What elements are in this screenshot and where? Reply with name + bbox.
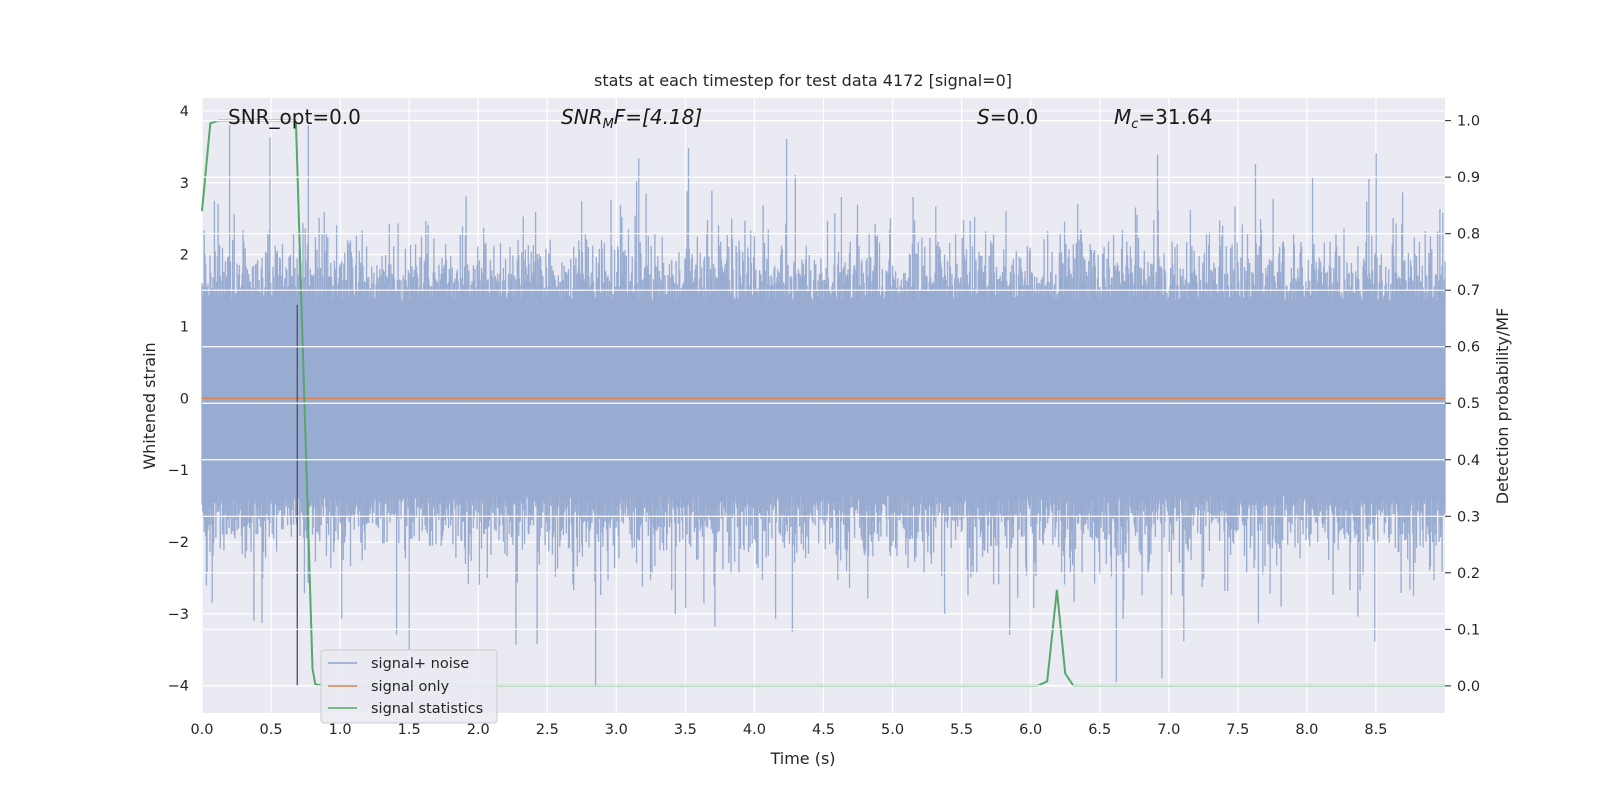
x-tick-label: 7.5	[1226, 722, 1249, 738]
legend-label-signal-statistics: signal statistics	[371, 701, 483, 717]
y-right-tick-label: 0.6	[1457, 340, 1480, 356]
y-left-tick-label: 0	[180, 391, 189, 407]
y-left-tick-label: −4	[168, 679, 189, 695]
chart-title: stats at each timestep for test data 417…	[594, 71, 1012, 90]
x-tick-label: 0.5	[260, 722, 283, 738]
legend-label-signal-only: signal only	[371, 679, 450, 695]
y-left-tick-label: 4	[180, 104, 189, 120]
y-left-tick-label: −2	[168, 535, 189, 551]
x-tick-label: 4.5	[812, 722, 835, 738]
y-left-tick-label: 2	[180, 248, 189, 264]
plot-area	[201, 98, 1446, 713]
y-axis-right-ticks: 1.0 0.9 0.8 0.7 0.6 0.5 0.4 0.3 0.2 0.1 0.0	[1445, 114, 1480, 695]
y-left-tick-label: −1	[168, 463, 189, 479]
y-right-tick-label: 0.0	[1457, 679, 1480, 695]
y-axis-left-ticks: 4 3 2 1 0 −1 −2 −3 −4	[168, 104, 189, 695]
grid-horizontal-right	[202, 120, 1445, 687]
annotation-mc-main: M	[1114, 105, 1131, 129]
x-tick-label: 2.5	[536, 722, 559, 738]
y-right-tick-label: 0.2	[1457, 566, 1480, 582]
annotation-mc-sub: c	[1131, 117, 1138, 132]
x-tick-label: 0.0	[190, 722, 213, 738]
annotation-snr-mf-main: SNR	[561, 105, 603, 129]
x-axis-label: Time (s)	[769, 749, 835, 768]
y-left-tick-label: 3	[180, 176, 189, 192]
annotation-mc-rest: =31.64	[1138, 105, 1212, 129]
y-right-tick-label: 0.1	[1457, 622, 1480, 638]
y-axis-left-label: Whitened strain	[140, 342, 159, 469]
y-left-tick-label: −3	[168, 607, 189, 623]
y-right-tick-label: 1.0	[1457, 114, 1480, 130]
x-tick-label: 1.0	[329, 722, 352, 738]
y-left-tick-label: 1	[180, 319, 189, 335]
annotation-s-main: S	[977, 105, 990, 129]
x-tick-label: 6.5	[1088, 722, 1111, 738]
annotation-snr-mf-sub: M	[603, 117, 614, 132]
annotation-snr-opt: SNR_opt=0.0	[228, 105, 361, 129]
series-signal-noise	[201, 125, 1446, 686]
legend-label-signal-noise: signal+ noise	[371, 656, 469, 672]
legend-box	[320, 649, 498, 724]
legend: signal+ noise signal only signal statist…	[320, 649, 498, 724]
x-tick-label: 3.0	[605, 722, 628, 738]
x-tick-label: 3.5	[674, 722, 697, 738]
x-tick-label: 8.0	[1295, 722, 1318, 738]
signal-noise-trace	[201, 125, 1446, 686]
y-right-tick-label: 0.9	[1457, 170, 1480, 186]
y-right-tick-label: 0.4	[1457, 453, 1480, 469]
y-right-tick-label: 0.8	[1457, 227, 1480, 243]
annotation-snr-mf: SNRMF=[4.18]	[561, 105, 702, 132]
x-tick-label: 2.0	[467, 722, 490, 738]
y-right-tick-label: 0.3	[1457, 509, 1480, 525]
y-axis-right-label: Detection probability/MF	[1493, 308, 1512, 505]
x-tick-label: 1.5	[398, 722, 421, 738]
x-axis-ticks: 0.0 0.5 1.0 1.5 2.0 2.5 3.0 3.5 4.0 4.5 5.0 5.5 6.0 6…	[190, 722, 1387, 738]
x-tick-label: 5.5	[950, 722, 973, 738]
y-right-tick-label: 0.5	[1457, 396, 1480, 412]
x-tick-label: 4.0	[743, 722, 766, 738]
x-tick-label: 6.0	[1019, 722, 1042, 738]
annotation-snr-mf-rest: F=[4.18]	[614, 105, 702, 129]
y-right-tick-label: 0.7	[1457, 283, 1480, 299]
annotation-mc: Mc=31.64	[1114, 105, 1212, 132]
x-tick-label: 8.5	[1364, 722, 1387, 738]
annotation-s-rest: =0.0	[990, 105, 1039, 129]
annotation-s: S=0.0	[977, 105, 1038, 129]
x-tick-label: 5.0	[881, 722, 904, 738]
x-tick-label: 7.0	[1157, 722, 1180, 738]
